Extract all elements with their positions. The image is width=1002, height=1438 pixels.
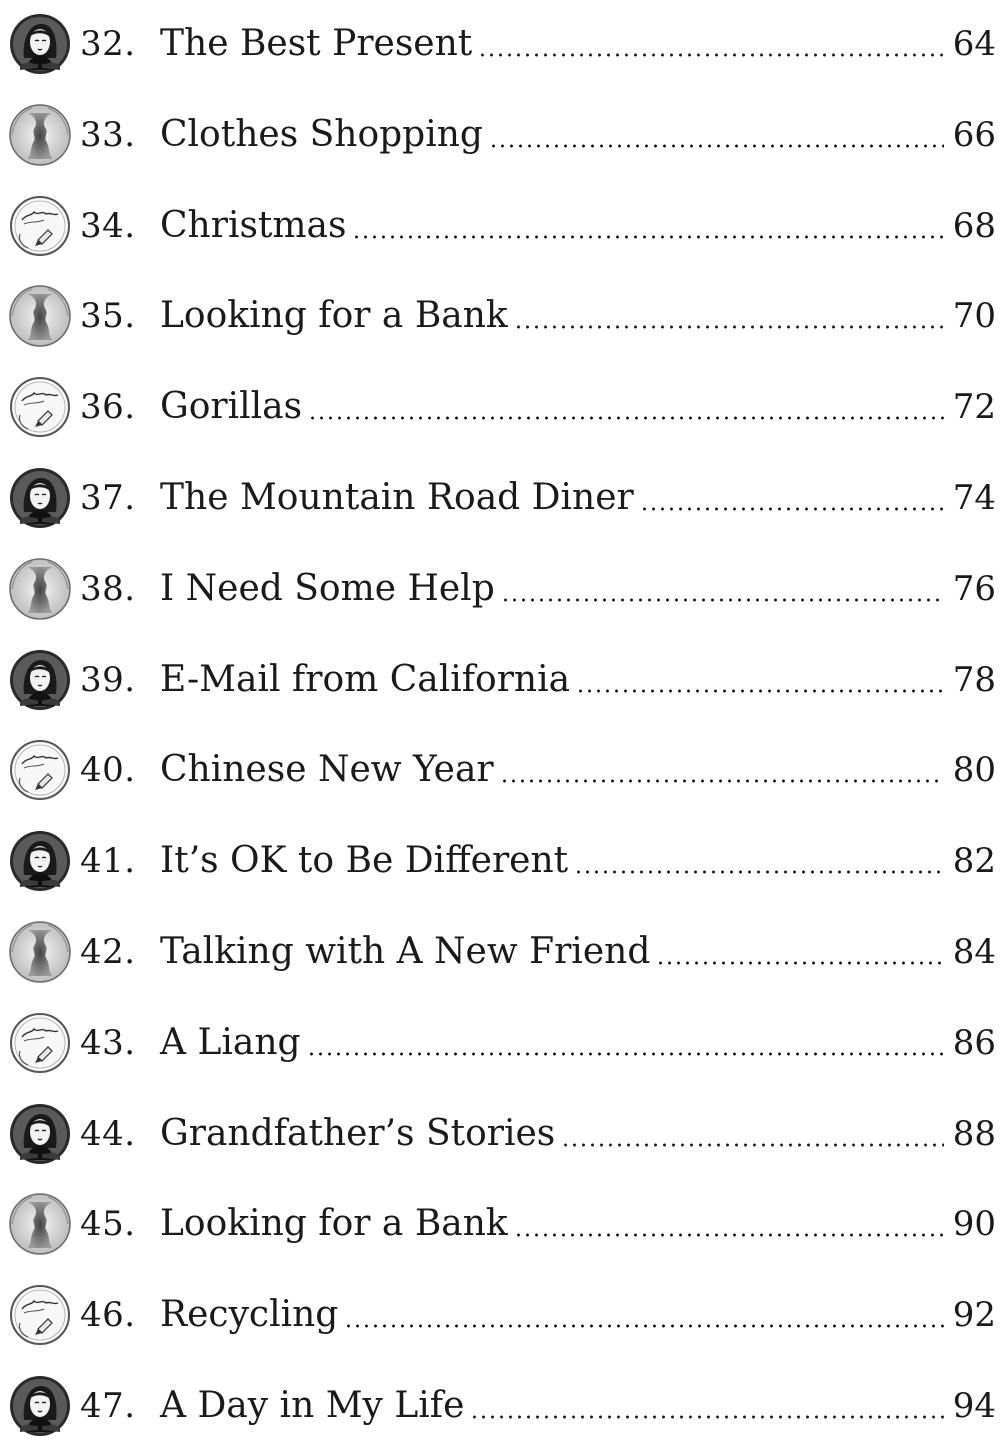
- toc-entry-title[interactable]: A Day in My Life: [160, 1385, 465, 1426]
- dot-leader: [488, 143, 944, 148]
- toc-entry-number: 33.: [80, 114, 136, 155]
- toc-entry[interactable]: 40. Chinese New Year 80: [8, 738, 996, 802]
- toc-entry-title[interactable]: Talking with A New Friend: [160, 931, 651, 972]
- dot-leader: [306, 1051, 944, 1056]
- toc-entry[interactable]: 41. It’s OK to Be Different 82: [8, 829, 996, 893]
- toc-entry-number: 47.: [80, 1386, 136, 1426]
- toc-entry[interactable]: 32. The Best Present 64: [8, 12, 996, 76]
- toc-entry-page-number[interactable]: 66: [952, 114, 996, 155]
- toc-entry[interactable]: 42. Talking with A New Friend 84: [8, 920, 996, 984]
- article-pencil-icon: [8, 375, 72, 439]
- toc-entry-page-number[interactable]: 94: [952, 1386, 996, 1426]
- toc-entry-title[interactable]: E-Mail from California: [160, 658, 571, 700]
- toc-entry-page-number[interactable]: 64: [952, 24, 996, 64]
- toc-entry-page-number[interactable]: 82: [952, 841, 996, 882]
- toc-entry-title[interactable]: The Mountain Road Diner: [160, 477, 634, 518]
- toc-entry-number: 34.: [80, 205, 136, 246]
- dot-leader: [561, 1142, 944, 1147]
- toc-entry-page-number[interactable]: 78: [952, 659, 996, 700]
- girl-portrait-icon: [8, 1374, 72, 1438]
- two-faces-icon: [8, 284, 72, 348]
- two-faces-icon: [8, 920, 72, 984]
- article-pencil-icon: [8, 1011, 72, 1075]
- toc-entry[interactable]: 38. I Need Some Help 76: [8, 557, 996, 621]
- two-faces-icon: [8, 557, 72, 621]
- toc-entry-number: 40.: [80, 750, 136, 791]
- girl-portrait-icon: [8, 648, 72, 712]
- toc-entry-page-number[interactable]: 70: [952, 296, 996, 337]
- toc-entry-page-number[interactable]: 88: [952, 1113, 996, 1154]
- toc-entry-page-number[interactable]: 84: [952, 932, 996, 972]
- girl-portrait-icon: [8, 829, 72, 893]
- toc-entry-number: 45.: [80, 1204, 136, 1245]
- toc-entry-number: 46.: [80, 1295, 136, 1336]
- two-faces-icon: [8, 103, 72, 167]
- dot-leader: [513, 1233, 944, 1238]
- dot-leader: [574, 870, 944, 875]
- dot-leader: [478, 53, 944, 57]
- dot-leader: [500, 597, 944, 602]
- toc-entry-title[interactable]: Chinese New Year: [160, 749, 494, 791]
- toc-entry[interactable]: 46. Recycling 92: [8, 1283, 996, 1347]
- article-pencil-icon: [8, 738, 72, 802]
- two-faces-icon: [8, 1192, 72, 1256]
- toc-entry-page-number[interactable]: 76: [952, 568, 996, 609]
- girl-portrait-icon: [8, 1102, 72, 1166]
- dot-leader: [344, 1324, 944, 1329]
- toc-entry[interactable]: 47. A Day in My Life 94: [8, 1374, 996, 1438]
- toc-entry[interactable]: 43. A Liang 86: [8, 1011, 996, 1075]
- toc-entry-title[interactable]: Gorillas: [160, 386, 303, 428]
- toc-entry-page-number[interactable]: 86: [952, 1022, 996, 1063]
- toc-entry-number: 41.: [80, 841, 136, 882]
- dot-leader: [470, 1415, 944, 1419]
- toc-entry[interactable]: 33. Clothes Shopping 66: [8, 103, 996, 167]
- toc-entry[interactable]: 34. Christmas 68: [8, 194, 996, 258]
- toc-entry[interactable]: 35. Looking for a Bank 70: [8, 284, 996, 348]
- dot-leader: [352, 234, 944, 239]
- toc-entry-title[interactable]: It’s OK to Be Different: [160, 840, 569, 882]
- toc-entry[interactable]: 36. Gorillas 72: [8, 375, 996, 439]
- toc-entry-title[interactable]: Recycling: [160, 1294, 339, 1336]
- toc-entry-title[interactable]: A Liang: [160, 1021, 301, 1063]
- toc-entry-title[interactable]: Christmas: [160, 204, 347, 246]
- toc-entry-title[interactable]: The Best Present: [160, 23, 473, 64]
- toc-entry-title[interactable]: Grandfather’s Stories: [160, 1112, 556, 1154]
- toc-entry[interactable]: 37. The Mountain Road Diner 74: [8, 466, 996, 530]
- toc-entry-title[interactable]: Clothes Shopping: [160, 113, 483, 155]
- toc-entry[interactable]: 44. Grandfather’s Stories 88: [8, 1102, 996, 1166]
- toc-entry[interactable]: 45. Looking for a Bank 90: [8, 1192, 996, 1256]
- toc-entry-title[interactable]: Looking for a Bank: [160, 1203, 508, 1245]
- toc-entry-number: 32.: [80, 24, 136, 64]
- toc-entry-number: 42.: [80, 932, 136, 972]
- toc-entry-number: 37.: [80, 478, 136, 518]
- toc-entry-number: 39.: [80, 659, 136, 700]
- toc-entry-title[interactable]: Looking for a Bank: [160, 295, 508, 337]
- dot-leader: [639, 507, 944, 511]
- dot-leader: [499, 779, 944, 784]
- article-pencil-icon: [8, 194, 72, 258]
- toc-entry[interactable]: 39. E-Mail from California 78: [8, 648, 996, 712]
- dot-leader: [656, 961, 944, 965]
- toc-entry-number: 35.: [80, 296, 136, 337]
- dot-leader: [513, 325, 944, 330]
- toc-entry-title[interactable]: I Need Some Help: [160, 567, 495, 609]
- toc-entry-number: 38.: [80, 568, 136, 609]
- toc-entry-number: 43.: [80, 1022, 136, 1063]
- toc-entry-page-number[interactable]: 72: [952, 387, 996, 428]
- dot-leader: [308, 416, 944, 421]
- article-pencil-icon: [8, 1283, 72, 1347]
- toc-entry-page-number[interactable]: 74: [952, 478, 996, 518]
- toc-entry-page-number[interactable]: 80: [952, 750, 996, 791]
- toc-entry-page-number[interactable]: 90: [952, 1204, 996, 1245]
- girl-portrait-icon: [8, 12, 72, 76]
- toc-entry-page-number[interactable]: 92: [952, 1295, 996, 1336]
- girl-portrait-icon: [8, 466, 72, 530]
- dot-leader: [576, 688, 944, 693]
- toc-entry-number: 44.: [80, 1113, 136, 1154]
- toc-entry-page-number[interactable]: 68: [952, 205, 996, 246]
- toc-entry-number: 36.: [80, 387, 136, 428]
